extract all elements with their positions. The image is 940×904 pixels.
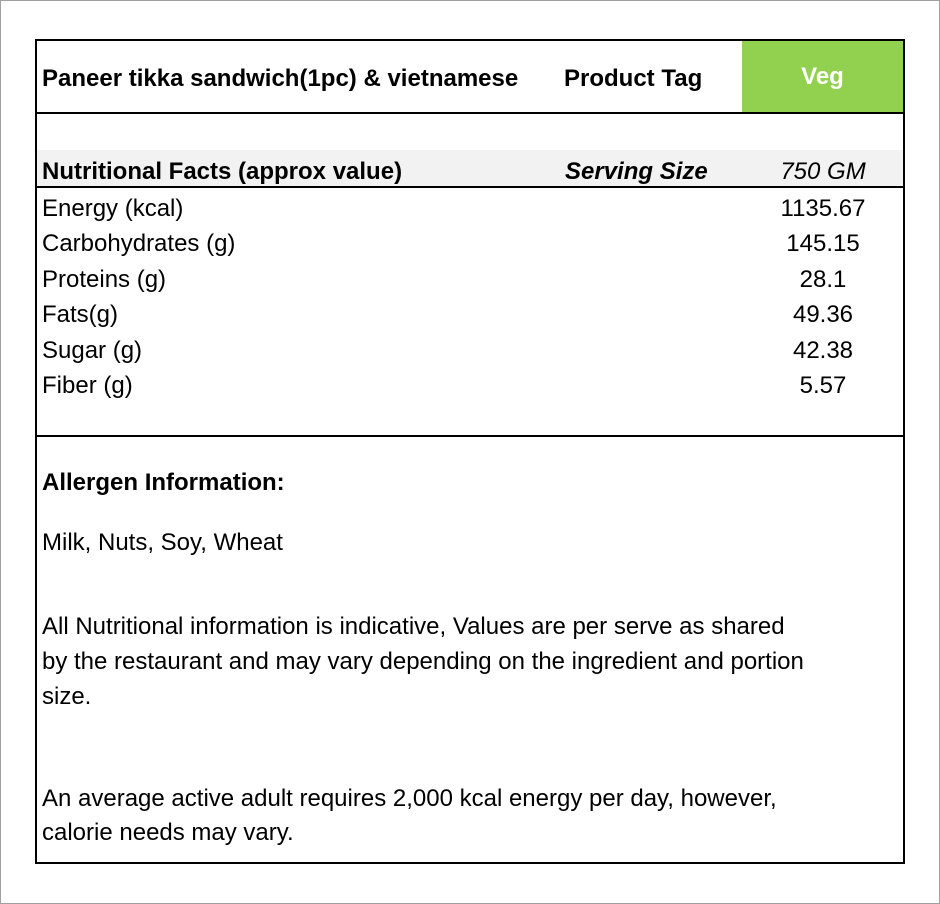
disclaimer-line: All Nutritional information is indicativ…: [42, 613, 785, 640]
nutrient-label-fats: Fats(g): [42, 301, 119, 328]
nutrient-label-energy: Energy (kcal): [42, 195, 184, 222]
product-tag-label: Product Tag: [564, 65, 703, 92]
nutrient-label-carbohydrates: Carbohydrates (g): [42, 230, 236, 257]
calorie-note-line: calorie needs may vary.: [42, 819, 294, 846]
nutrient-label-fiber: Fiber (g): [42, 372, 133, 399]
nutrient-label-sugar: Sugar (g): [42, 337, 143, 364]
allergen-list: Milk, Nuts, Soy, Wheat: [42, 529, 283, 556]
divider: [37, 186, 903, 188]
nutrient-value-sugar: 42.38: [792, 337, 854, 364]
nutrient-value-fats: 49.36: [792, 301, 854, 328]
nutrient-label-proteins: Proteins (g): [42, 266, 167, 293]
disclaimer-line: size.: [42, 683, 92, 710]
divider: [37, 112, 903, 114]
allergen-heading: Allergen Information:: [42, 469, 285, 496]
nutrition-header-row: [37, 150, 903, 186]
nutrient-value-proteins: 28.1: [799, 266, 847, 293]
calorie-note-line: An average active adult requires 2,000 k…: [42, 785, 777, 812]
nutrient-value-energy: 1135.67: [780, 195, 866, 222]
serving-size-value: 750 GM: [780, 158, 866, 185]
product-name: Paneer tikka sandwich(1pc) & vietnamese: [42, 65, 519, 92]
nutrient-value-fiber: 5.57: [799, 372, 847, 399]
product-tag-badge: Veg: [742, 41, 903, 113]
nutrition-card: Paneer tikka sandwich(1pc) & vietnamese …: [35, 39, 905, 864]
divider: [37, 435, 903, 437]
nutrient-value-carbohydrates: 145.15: [786, 230, 860, 257]
nutrition-heading: Nutritional Facts (approx value): [42, 158, 403, 185]
disclaimer-line: by the restaurant and may vary depending…: [42, 648, 804, 675]
serving-size-label: Serving Size: [565, 158, 708, 185]
